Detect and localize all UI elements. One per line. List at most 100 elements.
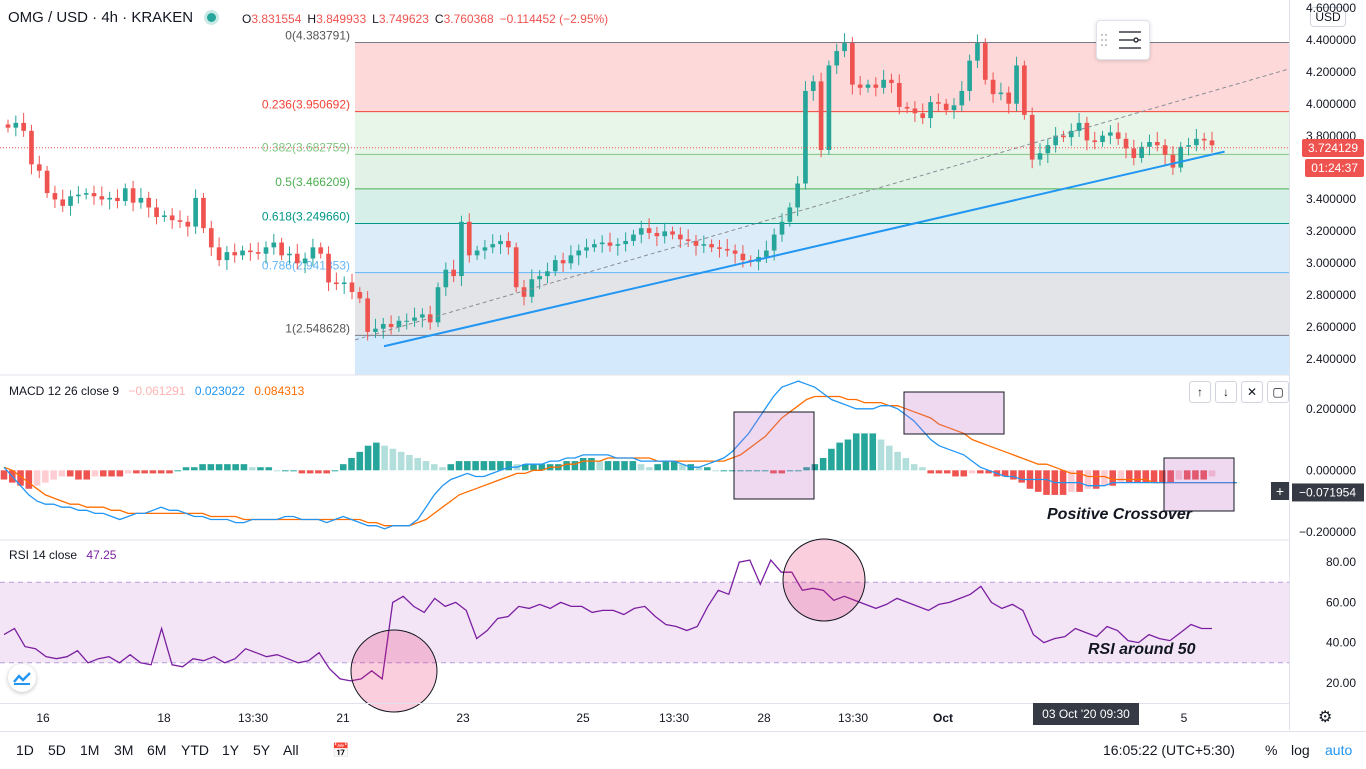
- candle-body: [638, 228, 644, 235]
- macd-histogram-bar: [637, 464, 645, 471]
- percent-scale-button[interactable]: %: [1265, 742, 1278, 758]
- ohlc-value: 3.831554: [251, 12, 302, 26]
- candle: [5, 119, 11, 133]
- candle-body: [842, 43, 847, 52]
- candle: [1170, 146, 1176, 175]
- price-axis-label: 2.400000: [1305, 352, 1356, 367]
- candle-body: [834, 51, 840, 66]
- candle-body: [318, 247, 324, 254]
- range-button-5d[interactable]: 5D: [48, 742, 66, 758]
- macd-histogram-bar: [42, 470, 49, 483]
- candle-body: [91, 193, 97, 197]
- macd-histogram-bar: [389, 448, 397, 471]
- macd-histogram-bar: [215, 464, 223, 471]
- candle-body: [889, 79, 894, 83]
- move-up-icon[interactable]: ↑: [1189, 381, 1211, 403]
- date-range-icon[interactable]: 📅: [332, 742, 350, 758]
- macd-histogram-bar: [108, 470, 115, 477]
- macd-histogram-bar: [166, 470, 173, 474]
- range-button-3m[interactable]: 3M: [114, 742, 134, 758]
- candle-body: [795, 183, 800, 208]
- macd-histogram-bar: [811, 464, 819, 471]
- candle: [1014, 56, 1019, 112]
- candle: [896, 74, 902, 115]
- candle-body: [232, 252, 238, 256]
- macd-histogram-bar: [232, 464, 239, 471]
- candle: [60, 189, 66, 212]
- range-button-1m[interactable]: 1M: [80, 742, 100, 758]
- currency-button[interactable]: USD: [1310, 7, 1346, 27]
- clock[interactable]: 16:05:22 (UTC+5:30): [1103, 742, 1235, 758]
- maximize-icon[interactable]: ▢: [1267, 381, 1289, 403]
- macd-histogram-bar: [1125, 470, 1133, 483]
- candle: [216, 237, 222, 267]
- range-button-5y[interactable]: 5Y: [253, 742, 271, 758]
- macd-histogram-bar: [521, 464, 529, 471]
- drag-handle-icon[interactable]: [1101, 34, 1107, 46]
- candle: [208, 220, 214, 256]
- range-button-1y[interactable]: 1Y: [222, 742, 240, 758]
- candle: [576, 244, 582, 266]
- macd-histogram-bar: [174, 470, 182, 472]
- tradingview-logo-icon[interactable]: [8, 664, 36, 692]
- candle: [412, 307, 417, 327]
- candle-body: [951, 105, 957, 111]
- macd-histogram-bar: [447, 464, 455, 471]
- trend-lines[interactable]: [0, 68, 1291, 348]
- highlight-rectangle: [903, 391, 1005, 435]
- candle-body: [1006, 92, 1012, 104]
- macd-histogram-bar: [505, 461, 512, 471]
- move-down-icon[interactable]: ↓: [1215, 381, 1237, 403]
- candle-body: [521, 287, 527, 297]
- time-axis[interactable]: 16 18 13:30 21 23 25 13:30 28 13:30 Oct 5: [0, 703, 1290, 730]
- time-axis-label: 13:30: [658, 711, 690, 725]
- settings-sliders-icon[interactable]: [1119, 31, 1141, 49]
- auto-scale-button[interactable]: auto: [1325, 742, 1353, 758]
- add-alert-icon[interactable]: +: [1271, 482, 1289, 500]
- macd-histogram-bar: [282, 470, 289, 472]
- macd-histogram-bar: [786, 470, 794, 472]
- log-scale-button[interactable]: log: [1291, 742, 1310, 758]
- macd-histogram-bar: [1159, 470, 1166, 483]
- fibonacci-retracement[interactable]: 0(4.383791) 0.236(3.950692) 0.382(3.682759…: [262, 28, 1290, 375]
- candle: [1209, 131, 1215, 153]
- candle-body: [482, 247, 488, 251]
- drawing-settings-panel[interactable]: [1096, 20, 1150, 60]
- candle: [662, 222, 668, 244]
- candle: [115, 189, 120, 209]
- candle-body: [357, 292, 363, 299]
- macd-histogram-bar: [480, 461, 488, 471]
- macd-histogram-value: −0.061291: [128, 384, 186, 398]
- candle-body: [1092, 140, 1098, 143]
- candle: [396, 315, 402, 332]
- candle-body: [764, 250, 769, 257]
- candle: [201, 193, 206, 233]
- candle: [154, 198, 159, 225]
- candle-body: [732, 250, 738, 254]
- candle-body: [857, 84, 863, 88]
- candle-body: [396, 320, 402, 328]
- gear-icon[interactable]: ⚙: [1318, 709, 1333, 726]
- price-axis[interactable]: 4.600000 4.400000 4.200000 4.000000 3.800000…: [1289, 0, 1366, 730]
- rsi-legend[interactable]: RSI 14 close 47.25: [9, 548, 116, 562]
- candle-body: [865, 84, 871, 88]
- macd-legend[interactable]: MACD 12 26 close 9 −0.061291 0.023022 0.…: [9, 384, 304, 398]
- range-button-1d[interactable]: 1D: [16, 742, 34, 758]
- macd-histogram-bar: [745, 470, 752, 472]
- candle: [998, 82, 1004, 101]
- candle-body: [537, 276, 542, 280]
- range-button-all[interactable]: All: [283, 742, 299, 758]
- time-axis-label: 18: [157, 711, 171, 725]
- annotation-rsi-around-50: RSI around 50: [1088, 641, 1196, 658]
- ohlc-value: 3.749623: [378, 12, 429, 26]
- candle-body: [52, 193, 58, 200]
- range-button-6m[interactable]: 6M: [147, 742, 167, 758]
- close-icon[interactable]: ✕: [1241, 381, 1263, 403]
- drawing-annotations[interactable]: [350, 391, 1235, 713]
- fib-zone: [355, 188, 1290, 224]
- range-button-ytd[interactable]: YTD: [181, 742, 209, 758]
- candle-body: [76, 194, 81, 197]
- candle-body: [678, 234, 683, 240]
- symbol-legend[interactable]: OMG / USD · 4h · KRAKEN: [8, 9, 230, 26]
